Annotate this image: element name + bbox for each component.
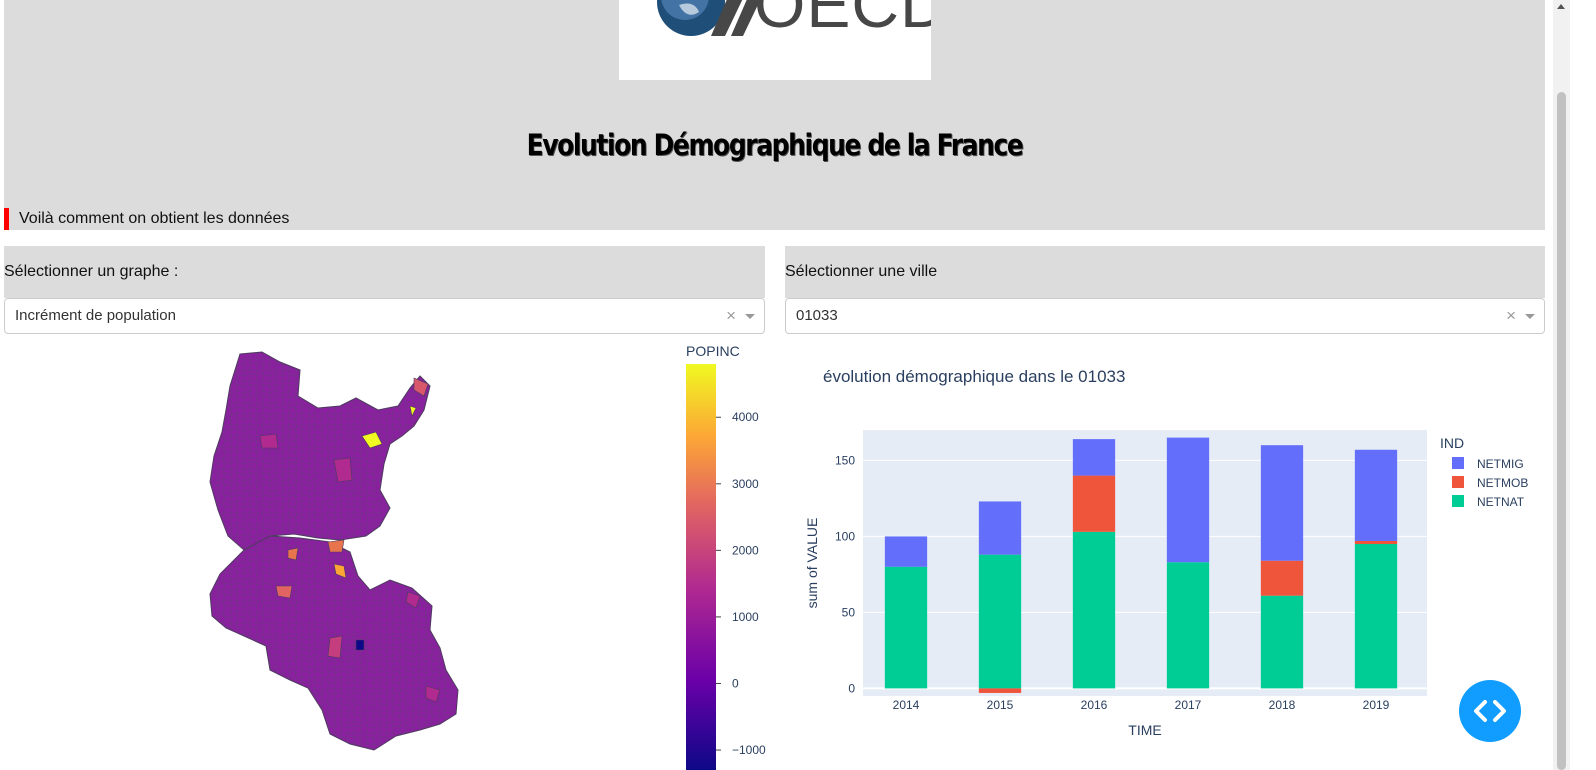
chart-title: évolution démographique dans le 01033 xyxy=(823,367,1125,386)
y-tick-label: 0 xyxy=(848,681,855,695)
bar-segment-netmig[interactable] xyxy=(978,501,1022,555)
x-tick-label: 2017 xyxy=(1175,698,1202,712)
code-icon xyxy=(1474,700,1506,722)
map-municipality[interactable] xyxy=(425,685,441,703)
chevron-down-icon[interactable] xyxy=(1525,314,1535,319)
dev-tools-button[interactable] xyxy=(1459,680,1521,742)
y-tick-label: 50 xyxy=(842,605,856,619)
map-municipality[interactable] xyxy=(355,639,365,651)
map-region-north[interactable] xyxy=(209,351,431,551)
legend-label: NETMIG xyxy=(1477,457,1524,471)
header-banner: OECD Evolution Démographique de la Franc… xyxy=(4,0,1545,230)
x-tick-label: 2015 xyxy=(987,698,1014,712)
map-municipality[interactable] xyxy=(275,585,293,599)
globe-icon xyxy=(657,0,761,36)
bar-segment-netmig[interactable] xyxy=(1354,449,1398,541)
city-dropdown[interactable]: 01033 × xyxy=(785,298,1545,334)
y-axis-label: sum of VALUE xyxy=(804,518,820,609)
colorbar-tick-label: 4000 xyxy=(732,410,759,424)
plot-background xyxy=(863,430,1427,696)
bar-segment-netmig[interactable] xyxy=(1260,445,1304,561)
city-select-panel: Sélectionner une ville xyxy=(785,246,1545,298)
bar-segment-netmob[interactable] xyxy=(1354,540,1398,544)
map-regions xyxy=(209,351,459,751)
x-tick-label: 2018 xyxy=(1269,698,1296,712)
x-tick-label: 2019 xyxy=(1363,698,1390,712)
graph-select-panel: Sélectionner un graphe : xyxy=(4,246,765,298)
city-select-label: Sélectionner une ville xyxy=(785,263,938,280)
bar-segment-netmig[interactable] xyxy=(1166,437,1210,563)
colorbar-tick-label: 2000 xyxy=(732,543,759,557)
page-scrollbar[interactable] xyxy=(1553,0,1570,770)
map-municipality[interactable] xyxy=(287,547,299,561)
page-title: Evolution Démographique de la France xyxy=(526,128,1024,162)
legend-label: NETMOB xyxy=(1477,476,1528,490)
bar-segment-netnat[interactable] xyxy=(1354,544,1398,689)
map-municipality[interactable] xyxy=(327,539,345,553)
legend-swatch xyxy=(1452,495,1464,507)
graph-dropdown-value: Incrément de population xyxy=(15,307,176,324)
legend-item[interactable]: NETMOB xyxy=(1452,476,1528,490)
legend-item[interactable]: NETMIG xyxy=(1452,457,1524,471)
logo-wordmark: OECD xyxy=(754,0,931,41)
legend-swatch xyxy=(1452,476,1464,488)
bar-segment-netnat[interactable] xyxy=(1072,531,1116,689)
graph-select-label: Sélectionner un graphe : xyxy=(4,263,179,280)
colorbar-title: POPINC xyxy=(686,343,740,359)
x-axis-ticks: 2014 2015 2016 2017 2018 2019 xyxy=(893,698,1390,712)
data-source-note: Voilà comment on obtient les données xyxy=(4,208,289,230)
y-axis-ticks: 0 50 100 150 xyxy=(835,453,855,695)
chevron-down-icon[interactable] xyxy=(745,314,755,319)
city-dropdown-value: 01033 xyxy=(796,307,838,324)
bar-segment-netnat[interactable] xyxy=(1260,595,1304,689)
colorbar xyxy=(686,364,716,770)
colorbar-tick-label: −1000 xyxy=(732,743,766,757)
map-municipality[interactable] xyxy=(405,591,421,609)
map-municipality[interactable] xyxy=(361,431,383,449)
bar-segment-netnat[interactable] xyxy=(884,566,928,689)
legend-title: IND xyxy=(1440,435,1464,451)
colorbar-tick-label: 1000 xyxy=(732,610,759,624)
map-municipality[interactable] xyxy=(333,563,347,579)
x-tick-label: 2014 xyxy=(893,698,920,712)
colorbar-tick-label: 0 xyxy=(732,676,739,690)
colorbar-tick-label: 3000 xyxy=(732,477,759,491)
bar-segment-netmob[interactable] xyxy=(1260,560,1304,596)
bar-segment-netnat[interactable] xyxy=(978,554,1022,689)
oecd-logo: OECD xyxy=(619,0,931,80)
y-tick-label: 100 xyxy=(835,529,855,543)
x-axis-label: TIME xyxy=(1128,722,1161,738)
bars xyxy=(884,437,1398,693)
bar-segment-netmig[interactable] xyxy=(884,536,928,567)
graph-dropdown[interactable]: Incrément de population × xyxy=(4,298,765,334)
map-municipality[interactable] xyxy=(413,377,429,397)
legend-label: NETNAT xyxy=(1477,495,1525,509)
legend-swatch xyxy=(1452,457,1464,469)
bar-chart[interactable]: évolution démographique dans le 01033 0 5… xyxy=(785,340,1553,770)
bar-segment-netmig[interactable] xyxy=(1072,439,1116,476)
colorbar-ticks: 4000 3000 2000 1000 0 −1000 xyxy=(716,410,766,757)
map-municipality[interactable] xyxy=(333,457,353,483)
legend: NETMIG NETMOB NETNAT xyxy=(1452,457,1528,509)
bar-segment-netmob[interactable] xyxy=(1072,475,1116,532)
scroll-up-arrow[interactable] xyxy=(1557,4,1565,9)
scrollbar-thumb[interactable] xyxy=(1557,92,1566,770)
x-tick-label: 2016 xyxy=(1081,698,1108,712)
choropleth-map[interactable]: POPINC 4000 3000 2000 1000 0 −1000 xyxy=(0,340,780,770)
bar-segment-netmob[interactable] xyxy=(978,688,1022,693)
clear-icon[interactable]: × xyxy=(1506,306,1516,325)
legend-item[interactable]: NETNAT xyxy=(1452,495,1525,509)
map-municipality[interactable] xyxy=(259,433,279,449)
map-municipality[interactable] xyxy=(327,635,343,659)
bar-segment-netnat[interactable] xyxy=(1166,562,1210,689)
y-tick-label: 150 xyxy=(835,453,855,467)
clear-icon[interactable]: × xyxy=(726,306,736,325)
map-municipality[interactable] xyxy=(409,405,417,417)
gridlines xyxy=(863,459,1427,690)
